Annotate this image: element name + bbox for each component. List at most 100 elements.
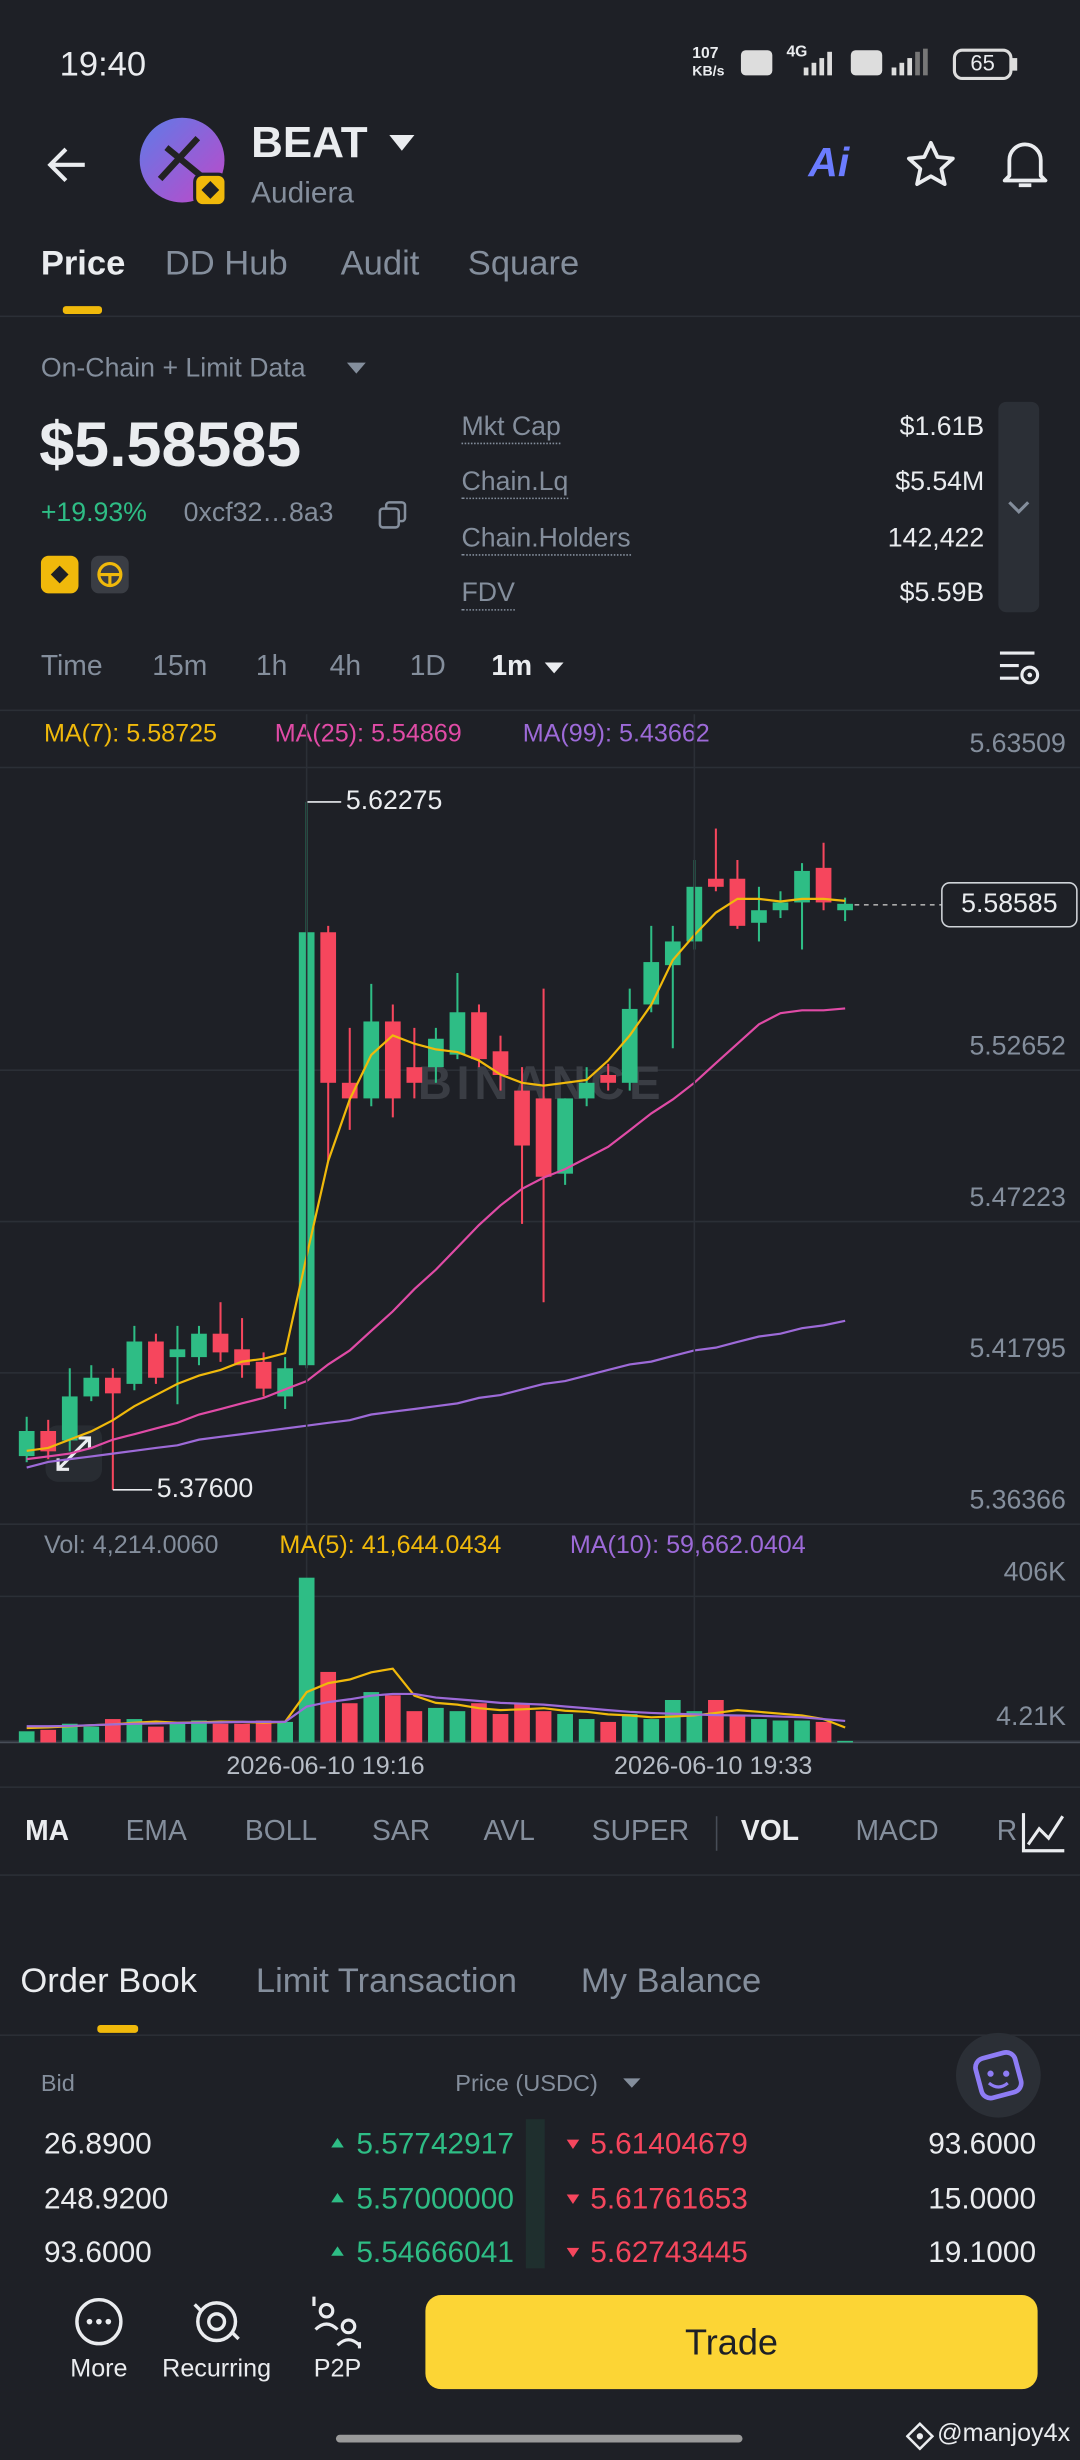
action[interactable]: P2P: [313, 2356, 362, 2383]
dropdown-icon[interactable]: [344, 359, 369, 378]
indicator[interactable]: EMA: [125, 1814, 187, 1847]
volume-bar: [277, 1721, 293, 1743]
stat-value: $5.59B: [899, 577, 985, 608]
chain-badges: [40, 555, 129, 594]
bid-price: 5.54666041: [356, 2236, 514, 2270]
interval[interactable]: 1h: [255, 649, 288, 682]
bid-qty: 26.8900: [43, 2128, 152, 2162]
indicator[interactable]: SAR: [372, 1814, 431, 1847]
candle-body: [578, 1082, 595, 1099]
last-price-label: 5.58585: [961, 888, 1057, 918]
volume-bar: [169, 1721, 186, 1743]
alert-button[interactable]: [998, 135, 1051, 192]
volume-bar: [600, 1721, 617, 1743]
candle-body: [83, 1377, 100, 1397]
x-tick-label: 2026-06-10 19:16: [226, 1752, 424, 1780]
x-tick-label: 2026-06-10 19:33: [614, 1752, 812, 1780]
indicator[interactable]: MA: [25, 1814, 70, 1847]
bid-qty: 93.6000: [43, 2236, 152, 2270]
interval[interactable]: 15m: [152, 649, 208, 682]
interval[interactable]: Time: [40, 649, 103, 682]
order-tab[interactable]: Order Book: [20, 1960, 198, 2000]
volume-bar: [772, 1720, 789, 1743]
action[interactable]: More: [70, 2356, 128, 2383]
candle-body: [471, 1012, 487, 1060]
candle-body: [643, 962, 660, 1005]
volume-bar: [535, 1711, 552, 1743]
stat-label[interactable]: Chain.Lq: [461, 466, 569, 499]
indicator[interactable]: AVL: [483, 1814, 535, 1847]
stat-label[interactable]: Chain.Holders: [461, 523, 631, 555]
ask-qty: 15.0000: [928, 2183, 1037, 2217]
stat-label[interactable]: Mkt Cap: [461, 411, 561, 444]
ai-assistant[interactable]: [954, 2031, 1042, 2119]
stat-value: 142,422: [887, 522, 985, 553]
trade-button[interactable]: Trade: [425, 2294, 1038, 2390]
volume-bar: [837, 1740, 853, 1743]
dropdown-icon[interactable]: [542, 659, 567, 678]
token-symbol[interactable]: BEAT: [251, 117, 368, 167]
y-tick-label: 406K: [1004, 1557, 1067, 1587]
ai-button[interactable]: Ai: [808, 138, 850, 186]
dropdown-icon[interactable]: [386, 132, 417, 154]
volume-bar: [384, 1695, 401, 1743]
stat-label[interactable]: FDV: [461, 578, 515, 610]
legend-entry: MA(7): 5.58725: [44, 719, 217, 747]
candle-body: [751, 910, 767, 923]
net-speed: 107: [692, 45, 719, 63]
volume-bar: [104, 1719, 121, 1743]
indicator[interactable]: MACD: [855, 1814, 939, 1847]
ask-price: 5.61761653: [590, 2183, 748, 2217]
data-source[interactable]: On-Chain + Limit Data: [40, 353, 306, 384]
candle-body: [126, 1341, 143, 1384]
indicator-settings[interactable]: [1010, 1797, 1080, 1867]
volume-bar: [18, 1731, 35, 1743]
divider: [0, 709, 1080, 712]
ask-qty: 93.6000: [928, 2128, 1037, 2162]
candle-body: [557, 1098, 573, 1174]
order-tab[interactable]: My Balance: [580, 1960, 762, 2000]
order-tab[interactable]: Limit Transaction: [255, 1960, 517, 2000]
y-tick-label: 5.41795: [969, 1333, 1065, 1363]
candle-body: [837, 903, 853, 911]
y-tick-label: 5.52652: [969, 1030, 1065, 1060]
indicator[interactable]: SUPER: [591, 1814, 690, 1847]
chart-settings[interactable]: [995, 645, 1042, 689]
indicator[interactable]: VOL: [740, 1814, 800, 1847]
interval[interactable]: 1m: [491, 649, 533, 682]
copy-button[interactable]: [377, 499, 408, 530]
dropdown-icon[interactable]: [622, 2077, 644, 2093]
volume-bar: [686, 1711, 703, 1743]
up-arrow: [331, 2192, 344, 2203]
volume-bar: [492, 1714, 509, 1743]
favorite-button[interactable]: [904, 138, 957, 191]
interval[interactable]: 4h: [329, 649, 362, 682]
tab[interactable]: Price: [40, 243, 126, 283]
expand-stats[interactable]: [998, 401, 1040, 613]
volume-bar: [751, 1719, 767, 1743]
volume-bar: [557, 1714, 573, 1743]
volume-bar: [471, 1703, 487, 1743]
back-button[interactable]: [44, 141, 91, 188]
interval[interactable]: 1D: [409, 649, 446, 682]
tab[interactable]: Audit: [340, 243, 420, 283]
candle-body: [794, 870, 810, 903]
volume-bar: [621, 1714, 638, 1743]
candle-body: [815, 867, 832, 903]
candle-body: [212, 1333, 229, 1353]
indicator[interactable]: R: [996, 1814, 1018, 1847]
separator: [715, 1816, 718, 1851]
tab[interactable]: DD Hub: [164, 243, 288, 283]
action[interactable]: Recurring: [162, 2356, 272, 2383]
y-tick-label: 5.47223: [969, 1182, 1065, 1212]
watermark: @manjoy4x: [937, 2420, 1071, 2448]
ma-line: [26, 1319, 846, 1469]
chevron-icon: [1008, 501, 1030, 514]
candle-body: [621, 1008, 638, 1083]
divider: [0, 315, 1080, 318]
price-header[interactable]: Price (USDC): [455, 2070, 598, 2098]
indicator[interactable]: BOLL: [244, 1814, 318, 1847]
tab[interactable]: Square: [467, 243, 580, 283]
volume-bar: [212, 1723, 229, 1743]
